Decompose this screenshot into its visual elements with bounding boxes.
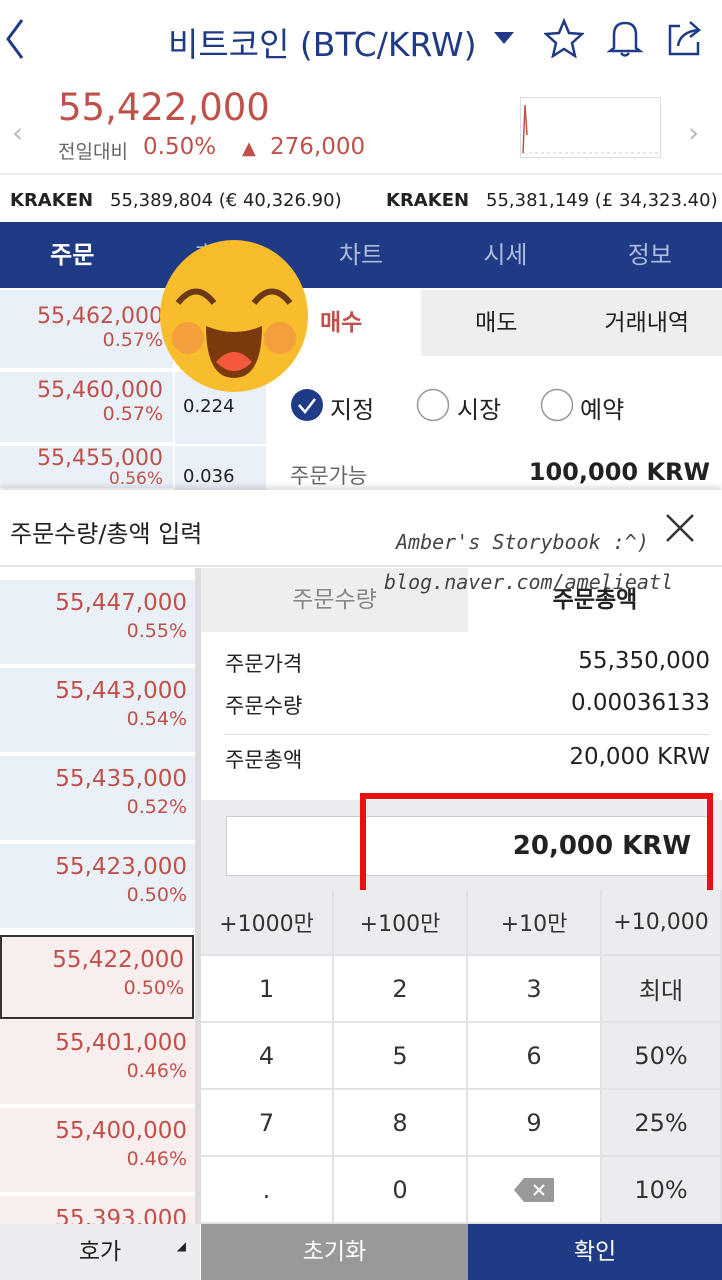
orderbook-row[interactable]: 55,462,000 0.57% [0, 290, 173, 370]
scrollbar[interactable] [195, 568, 201, 1224]
ticker-value: 55,389,804 (€ 40,326.90) [110, 190, 342, 211]
keypad-key[interactable]: 최대 [602, 956, 722, 1023]
keypad-key[interactable]: 9 [468, 1090, 602, 1157]
orderbook-rate: 0.57% [102, 403, 163, 425]
tab-sell[interactable]: 매도 [475, 310, 518, 336]
up-triangle-icon: ▲ [242, 138, 256, 159]
orderbook-qty: 0.036 [175, 446, 266, 490]
book-row[interactable]: 55,393,000 [0, 1196, 195, 1226]
reset-button[interactable]: 초기화 [201, 1224, 468, 1280]
back-icon[interactable] [4, 18, 26, 60]
prev-coin-icon[interactable]: ‹ [12, 116, 24, 149]
current-price: 55,422,000 [58, 86, 270, 129]
mini-chart [520, 97, 661, 158]
backspace-icon [514, 1177, 554, 1202]
keypad-key[interactable]: 1 [201, 956, 334, 1023]
orderbook-rate: 0.56% [108, 469, 163, 489]
tab-quote[interactable]: 시세 [483, 241, 528, 269]
tab-total[interactable]: 주문총액 [552, 587, 638, 613]
price-value: 55,350,000 [578, 648, 710, 674]
star-icon[interactable] [544, 18, 584, 58]
book-row[interactable]: 55,400,000 0.46% [0, 1108, 195, 1194]
orderbook-price: 55,455,000 [37, 446, 163, 471]
exchange-ticker: KRAKEN 55,389,804 (€ 40,326.90) KRAKEN 5… [0, 178, 722, 222]
keypad-key[interactable]: 4 [201, 1023, 334, 1090]
confirm-button[interactable]: 확인 [468, 1224, 722, 1280]
quick-add-button[interactable]: +10만 [468, 890, 602, 956]
caret-down-icon[interactable] [494, 32, 514, 44]
hoga-button[interactable]: 호가 ◢ [0, 1224, 200, 1280]
keypad-key[interactable]: 3 [468, 956, 602, 1023]
ticker-exchange: KRAKEN [10, 190, 94, 211]
tab-info[interactable]: 정보 [627, 241, 672, 269]
next-coin-icon[interactable]: › [688, 116, 700, 149]
orderbook-price: 55,462,000 [37, 304, 163, 329]
orderbook-row[interactable]: 55,460,000 0.57% [0, 372, 173, 444]
keypad-key[interactable]: 8 [334, 1090, 468, 1157]
amount-input-sheet: 주문수량/총액 입력 Amber's Storybook :^) blog.na… [0, 490, 722, 1280]
book-row[interactable]: 55,447,000 0.55% [0, 580, 195, 666]
keypad-key[interactable]: . [201, 1157, 334, 1224]
orderbook-rate: 0.57% [102, 329, 163, 351]
orderbook-row[interactable]: 55,455,000 0.56% [0, 446, 173, 490]
top-bar: 비트코인 (BTC/KRW) [0, 0, 722, 80]
main-tabs: 주문 호가 차트 시세 정보 [0, 222, 722, 288]
book-row[interactable]: 55,435,000 0.52% [0, 756, 195, 842]
keypad-key[interactable]: 5 [334, 1023, 468, 1090]
keypad-key[interactable]: 10% [602, 1157, 722, 1224]
total-value: 20,000 KRW [569, 744, 710, 770]
quick-add-button[interactable]: +1000만 [201, 890, 334, 956]
qty-value: 0.00036133 [570, 690, 710, 716]
emoji-sticker [160, 240, 308, 392]
ticker-exchange: KRAKEN [386, 190, 470, 211]
order-type-reserve[interactable]: 예약 [580, 396, 625, 424]
keypad-key[interactable]: 25% [602, 1090, 722, 1157]
available-label: 주문가능 [290, 464, 368, 488]
coin-title[interactable]: 비트코인 (BTC/KRW) [168, 25, 477, 64]
tab-buy[interactable]: 매수 [320, 310, 363, 336]
tab-history[interactable]: 거래내역 [604, 310, 690, 336]
keypad-key[interactable]: 50% [602, 1023, 722, 1090]
change-label: 전일대비 [58, 141, 128, 163]
ticker-value: 55,381,149 (£ 34,323.40) [486, 190, 718, 211]
radio-icon[interactable] [416, 388, 450, 422]
share-icon[interactable] [666, 18, 704, 58]
book-row[interactable]: 55,443,000 0.54% [0, 668, 195, 754]
close-icon[interactable] [664, 512, 696, 544]
qty-label: 주문수량 [225, 694, 303, 718]
amount-input[interactable]: 20,000 KRW [226, 816, 710, 876]
radio-checked-icon[interactable] [290, 388, 324, 422]
quick-add-button[interactable]: +100만 [334, 890, 468, 956]
tab-order[interactable]: 주문 [50, 241, 95, 269]
bell-icon[interactable] [606, 18, 644, 58]
book-row[interactable]: 55,401,000 0.46% [0, 1020, 195, 1106]
order-type-market[interactable]: 시장 [457, 396, 502, 424]
available-value: 100,000 KRW [528, 458, 710, 486]
change-percent: 0.50% [143, 134, 217, 160]
keypad-key[interactable]: 2 [334, 956, 468, 1023]
orderbook-price: 55,460,000 [37, 378, 163, 403]
book-row[interactable]: 55,423,000 0.50% [0, 844, 195, 930]
highlight-box [360, 793, 713, 896]
radio-icon[interactable] [540, 388, 574, 422]
watermark: Amber's Storybook :^) [396, 530, 649, 554]
price-summary: ‹ 55,422,000 전일대비 0.50% ▲ 276,000 › [0, 80, 722, 175]
price-label: 주문가격 [225, 652, 303, 676]
watermark: blog.naver.com/amelieatl [384, 570, 673, 594]
change-amount: 276,000 [270, 134, 366, 160]
sheet-title: 주문수량/총액 입력 [10, 520, 203, 548]
tab-chart[interactable]: 차트 [338, 241, 384, 269]
keypad-key[interactable]: 7 [201, 1090, 334, 1157]
tab-quantity[interactable]: 주문수량 [201, 568, 468, 632]
order-type-limit[interactable]: 지정 [330, 396, 375, 424]
book-row-current[interactable]: 55,422,000 0.50% [0, 935, 194, 1019]
keypad-key[interactable]: 6 [468, 1023, 602, 1090]
backspace-key[interactable] [468, 1157, 602, 1224]
quick-add-button[interactable]: +10,000 [602, 890, 722, 956]
keypad-key[interactable]: 0 [334, 1157, 468, 1224]
total-label: 주문총액 [225, 748, 303, 772]
